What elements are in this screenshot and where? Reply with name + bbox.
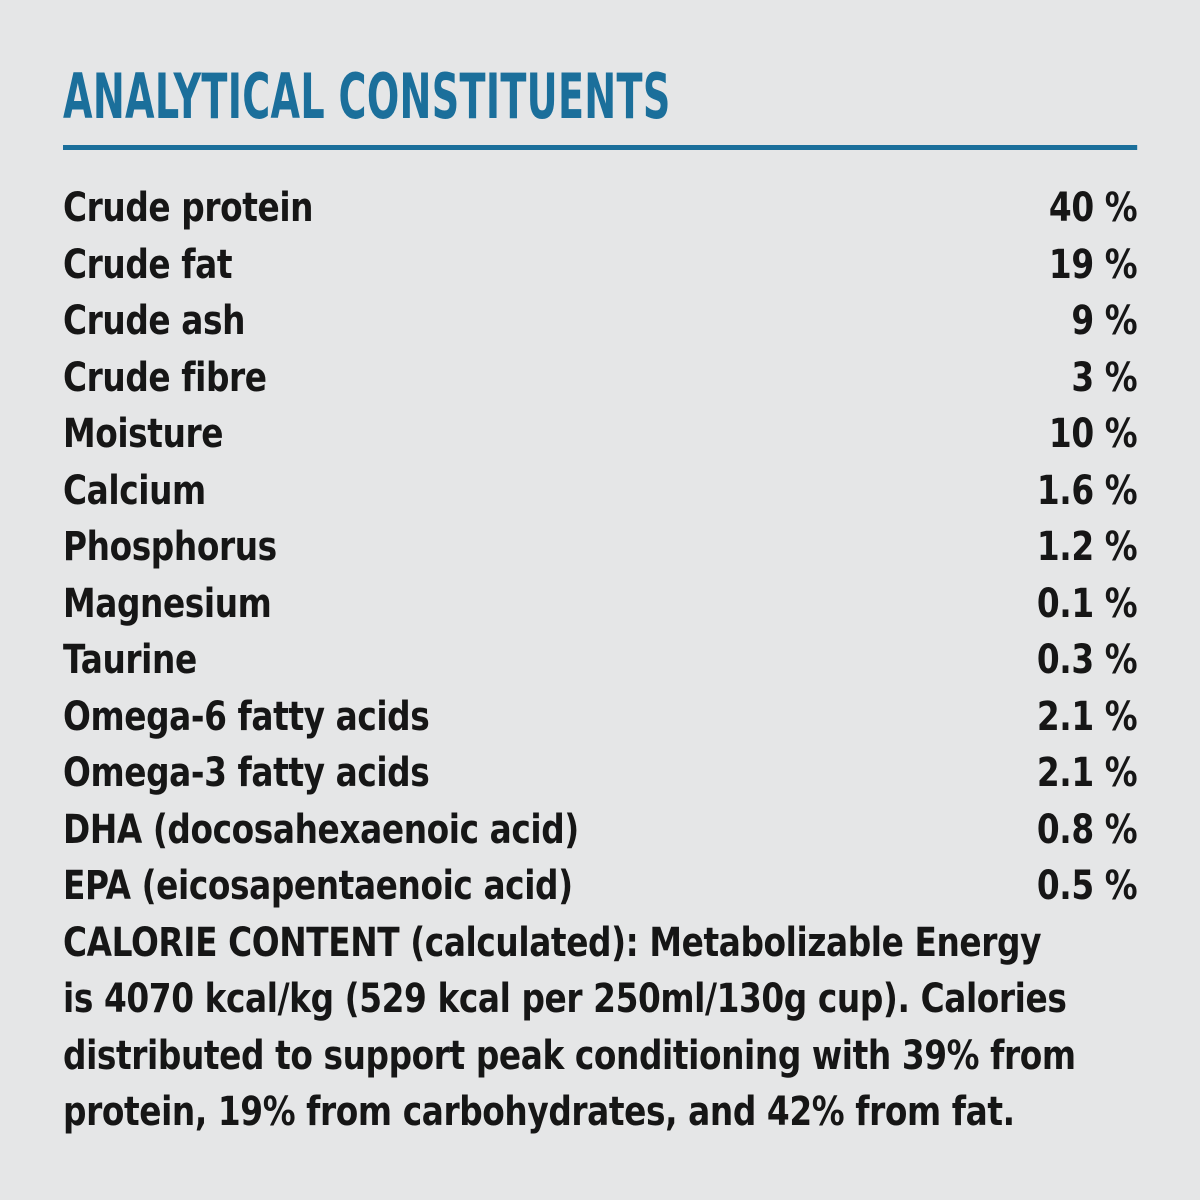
- nutrient-label: Taurine: [63, 637, 197, 684]
- nutrient-label: Magnesium: [63, 580, 272, 627]
- calorie-content-line: is 4070 kcal/kg (529 kcal per 250ml/130g…: [63, 976, 1067, 1023]
- calorie-content-line: CALORIE CONTENT (calculated): Metaboliza…: [63, 919, 1042, 966]
- nutrient-value: 2.1 %: [1036, 750, 1138, 797]
- nutrient-label: Crude fibre: [63, 354, 267, 401]
- nutrient-value: 40 %: [1048, 185, 1138, 232]
- section-title: ANALYTICAL CONSTITUENTS: [63, 60, 671, 133]
- title-divider: [63, 145, 1138, 151]
- label-content: ANALYTICAL CONSTITUENTS Crude protein 40…: [63, 60, 1138, 1141]
- table-row: EPA (eicosapentaenoic acid) 0.5 %: [63, 858, 1138, 915]
- nutrient-label: Phosphorus: [63, 524, 277, 571]
- nutrient-value: 0.3 %: [1036, 637, 1138, 684]
- nutrient-value: 9 %: [1071, 298, 1138, 345]
- table-row: Omega-6 fatty acids 2.1 %: [63, 689, 1138, 746]
- table-row: Crude protein 40 %: [63, 180, 1138, 237]
- nutrient-label: Moisture: [63, 411, 224, 458]
- nutrient-label: DHA (docosahexaenoic acid): [63, 806, 579, 853]
- nutrient-label: Omega-6 fatty acids: [63, 693, 430, 740]
- nutrient-label: Crude ash: [63, 298, 246, 345]
- nutrient-label: EPA (eicosapentaenoic acid): [63, 863, 573, 910]
- calorie-content-line: protein, 19% from carbohydrates, and 42%…: [63, 1089, 1015, 1136]
- nutrient-label: Crude protein: [63, 185, 314, 232]
- nutrient-label: Calcium: [63, 467, 206, 514]
- nutrient-value: 1.2 %: [1036, 524, 1138, 571]
- nutrient-value: 2.1 %: [1036, 693, 1138, 740]
- table-row: DHA (docosahexaenoic acid) 0.8 %: [63, 802, 1138, 859]
- nutrient-value: 0.1 %: [1036, 580, 1138, 627]
- table-row: Crude fibre 3 %: [63, 350, 1138, 407]
- table-row: Omega-3 fatty acids 2.1 %: [63, 745, 1138, 802]
- nutrient-value: 10 %: [1048, 411, 1138, 458]
- nutrient-value: 3 %: [1071, 354, 1138, 401]
- table-row: Crude ash 9 %: [63, 293, 1138, 350]
- nutrient-label: Omega-3 fatty acids: [63, 750, 430, 797]
- table-row: Phosphorus 1.2 %: [63, 519, 1138, 576]
- calorie-content-paragraph: CALORIE CONTENT (calculated): Metaboliza…: [63, 915, 1137, 1141]
- calorie-content-line: distributed to support peak conditioning…: [63, 1032, 1076, 1079]
- table-row: Magnesium 0.1 %: [63, 576, 1138, 633]
- table-row: Calcium 1.6 %: [63, 463, 1138, 520]
- nutrient-value: 0.8 %: [1036, 806, 1138, 853]
- nutrient-value: 1.6 %: [1036, 467, 1138, 514]
- table-row: Crude fat 19 %: [63, 237, 1138, 294]
- table-row: Taurine 0.3 %: [63, 632, 1138, 689]
- nutrient-value: 19 %: [1048, 241, 1138, 288]
- table-row: Moisture 10 %: [63, 406, 1138, 463]
- nutrient-label: Crude fat: [63, 241, 233, 288]
- nutrients-table: Crude protein 40 % Crude fat 19 % Crude …: [63, 180, 1138, 915]
- nutrient-value: 0.5 %: [1036, 863, 1138, 910]
